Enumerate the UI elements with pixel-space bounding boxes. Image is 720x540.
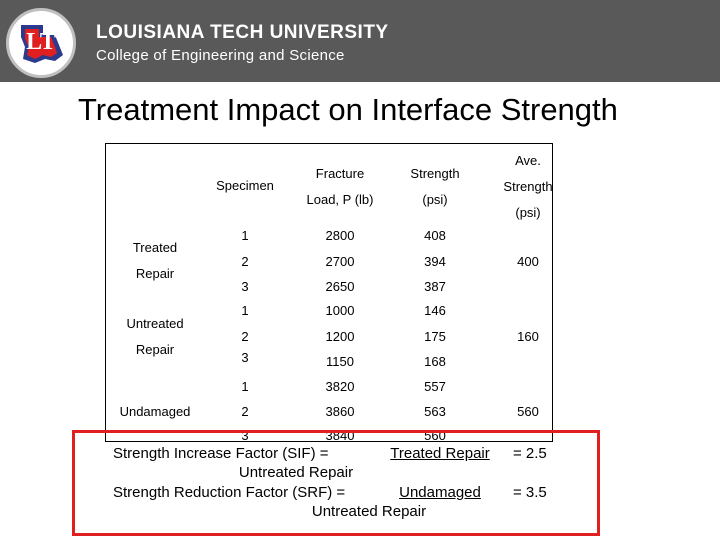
cell-specimen: 3 [241,279,249,294]
cell-strength: 394 [424,254,446,269]
formula-highlight-box [72,430,600,536]
srf-denominator: Untreated Repair [311,503,427,520]
cell-specimen: 3 [241,428,249,443]
header-load: Load, P (lb) [306,192,374,207]
group-label: Repair [135,342,175,357]
header-specimen: Specimen [216,178,274,193]
cell-load: 1200 [325,329,355,344]
cell-load: 1000 [325,303,355,318]
cell-strength: 408 [424,228,446,243]
srf-label: Strength Reduction Factor (SRF) = [113,484,346,501]
cell-load: 1150 [326,354,354,369]
cell-specimen: 1 [241,228,249,243]
cell-strength: 146 [424,303,446,318]
sif-label: Strength Increase Factor (SIF) = [113,445,329,462]
group-label: Treated [132,240,178,255]
cell-specimen: 2 [241,329,249,344]
sif-result: = 2.5 [513,445,547,462]
header-fracture: Fracture [315,166,365,181]
cell-strength: 557 [424,379,446,394]
cell-strength: 387 [424,279,446,294]
cell-average: 560 [517,404,539,419]
college-name: College of Engineering and Science [96,47,345,64]
cell-strength: 168 [424,354,446,369]
cell-specimen: 2 [241,404,249,419]
cell-load: 3860 [325,404,355,419]
header-strength: Strength [410,166,460,181]
header-ave: Ave. [515,153,541,168]
srf-result: = 3.5 [513,484,547,501]
cell-specimen: 2 [241,254,249,269]
group-label: Repair [135,266,175,281]
slide-title: Treatment Impact on Interface Strength [78,92,618,127]
cell-average: 400 [517,254,539,269]
university-logo: LT [6,8,76,78]
university-name: LOUISIANA TECH UNIVERSITY [96,22,389,43]
group-label: Undamaged [119,404,191,419]
srf-numerator: Undamaged [399,484,481,501]
cell-specimen: 1 [241,303,249,318]
cell-average: 160 [517,329,539,344]
state-map-icon [21,25,63,63]
cell-strength: 175 [424,329,446,344]
group-label: Untreated [126,316,184,331]
strength-table [105,143,553,442]
logo-text: LT [26,29,56,55]
cell-load: 2650 [325,279,355,294]
cell-strength: 563 [424,404,446,419]
header-bar: LT LOUISIANA TECH UNIVERSITY College of … [0,0,720,82]
cell-load: 2800 [325,228,355,243]
cell-specimen: 1 [241,379,249,394]
header-strength-unit: (psi) [422,192,448,207]
cell-load: 3820 [325,379,355,394]
cell-specimen: 3 [241,350,249,365]
header-ave-unit: (psi) [515,205,541,220]
header-ave-strength: Strength [503,179,553,194]
sif-denominator: Untreated Repair [238,464,354,481]
cell-load: 2700 [325,254,355,269]
sif-numerator: Treated Repair [390,445,490,462]
